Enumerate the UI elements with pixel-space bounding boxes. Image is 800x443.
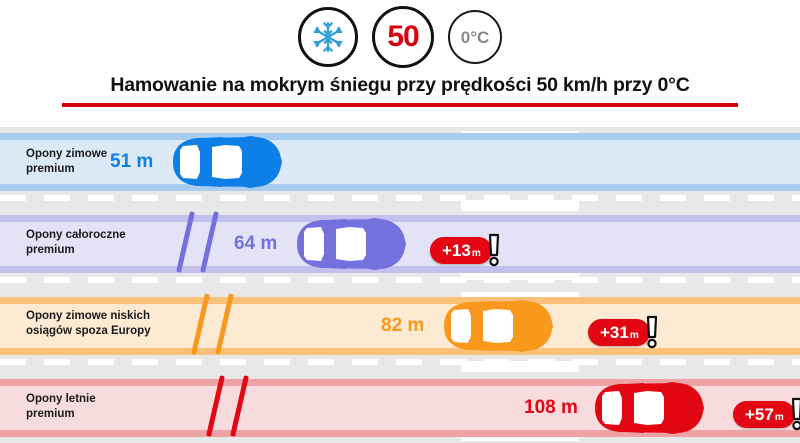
delta-pill: +13 m <box>430 236 492 264</box>
distance-value-1: 64 m <box>234 233 278 254</box>
lane-label-2: Opony zimowe niskich osiągów spoza Europ… <box>26 310 151 337</box>
snowflake-badge <box>298 7 358 67</box>
distance-value-0: 51 m <box>110 151 154 172</box>
delta-value: +13 <box>442 240 471 260</box>
car-red <box>585 380 707 436</box>
lane-label-0: Opony zimowe premium <box>26 148 108 175</box>
car-orange-shape <box>444 300 553 352</box>
lane-rail-top <box>0 215 800 222</box>
skid-marks-2 <box>191 293 258 361</box>
title-block: Hamowanie na mokrym śniegu przy prędkośc… <box>0 74 800 107</box>
road-chart: Opony zimowe premium 51 m Opony całoroczne… <box>0 127 800 443</box>
car-red-shape <box>595 382 704 434</box>
lane-label-3: Opony letnie premium <box>26 393 96 420</box>
lane-rail-bot <box>0 430 800 437</box>
snowflake-icon <box>313 22 343 52</box>
exclamation-icon <box>488 233 499 267</box>
delta-unit: m <box>774 411 784 423</box>
delta-unit: m <box>629 329 639 341</box>
car-purple-shape <box>297 218 406 270</box>
delta-badge-3: +57 m <box>733 397 800 431</box>
page-title: Hamowanie na mokrym śniegu przy prędkośc… <box>110 74 690 96</box>
title-underline <box>62 103 738 107</box>
speed-value: 50 <box>387 20 419 53</box>
lane-label-1: Opony całoroczne premium <box>26 229 126 256</box>
car-blue <box>163 134 285 190</box>
lane-rail-bot <box>0 348 800 355</box>
lane-band <box>0 297 800 355</box>
lane-separator <box>0 359 800 365</box>
crosswalk-stripe <box>461 200 579 211</box>
delta-pill: +57 m <box>733 400 795 428</box>
delta-badge-2: +31 m <box>588 315 661 349</box>
delta-value: +57 <box>745 404 774 424</box>
skid-marks-3 <box>206 375 273 443</box>
lane-rail-bot <box>0 266 800 273</box>
lane-band <box>0 133 800 191</box>
car-blue-shape <box>173 136 282 188</box>
delta-badge-1: +13 m <box>430 233 503 267</box>
lane-rail-top <box>0 379 800 386</box>
lane-row <box>0 297 800 355</box>
crosswalk-stripe <box>461 361 579 372</box>
car-purple <box>287 216 409 272</box>
distance-value-2: 82 m <box>381 315 425 336</box>
distance-value-3: 108 m <box>524 397 578 418</box>
exclamation-icon <box>646 315 657 349</box>
delta-pill: +31 m <box>588 318 650 346</box>
lane-separator <box>0 277 800 283</box>
delta-value: +31 <box>600 322 629 342</box>
speed-badge: 50 <box>372 6 434 68</box>
temperature-value: 0°C <box>460 27 490 47</box>
exclamation-icon <box>791 397 800 431</box>
crosswalk-stripe <box>461 269 579 280</box>
lane-rail-top <box>0 133 800 140</box>
header-badges: 50 0°C <box>0 4 800 70</box>
car-orange <box>434 298 556 354</box>
temperature-badge: 0°C <box>448 10 502 64</box>
delta-unit: m <box>471 247 481 259</box>
lane-row <box>0 133 800 191</box>
lane-separator <box>0 195 800 201</box>
lane-rail-bot <box>0 184 800 191</box>
lane-rail-top <box>0 297 800 304</box>
